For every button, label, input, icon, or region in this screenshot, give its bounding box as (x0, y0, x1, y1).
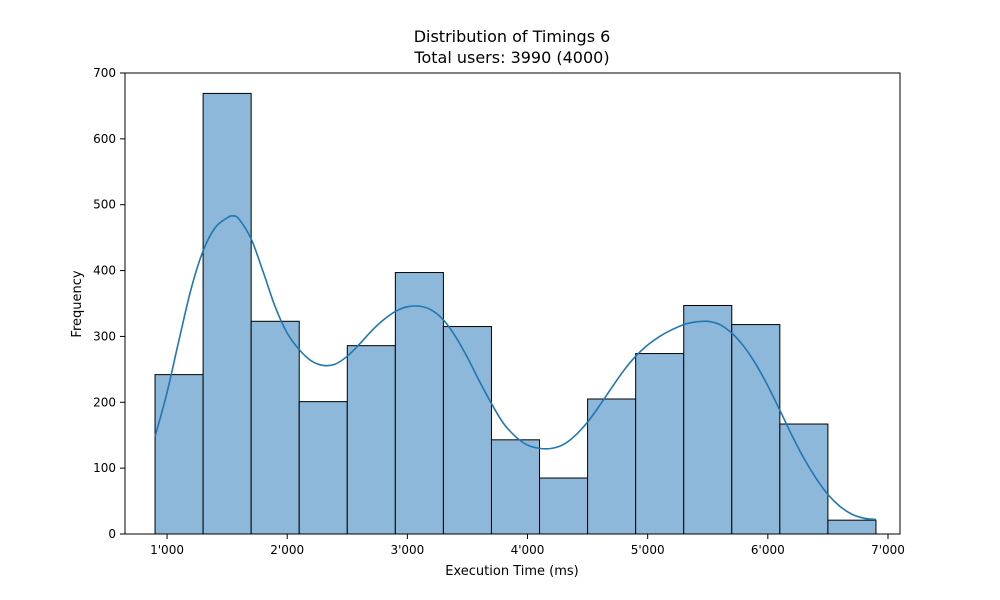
histogram-bar-9 (587, 398, 637, 535)
histogram-bar-2 (250, 320, 300, 535)
histogram-bar-7 (490, 439, 541, 535)
histogram-bar-8 (539, 477, 589, 535)
histogram-bar-10 (635, 353, 685, 535)
histogram-bar-4 (346, 345, 396, 535)
y-tick-label-6: 600 (93, 132, 116, 146)
histogram-bar-11 (683, 304, 733, 535)
y-tick-label-5: 500 (93, 198, 116, 212)
kde-line (154, 215, 877, 521)
x-tick-label-3: 4'000 (511, 543, 545, 557)
histogram-bars (154, 92, 877, 535)
y-axis-label: Frequency (70, 270, 85, 337)
histogram-bar-14 (827, 519, 877, 535)
chart-title: Distribution of Timings 6 (414, 27, 611, 46)
y-tick-label-2: 200 (93, 395, 116, 409)
y-tick-label-7: 700 (93, 66, 116, 80)
x-tick-label-6: 7'000 (871, 543, 905, 557)
y-tick-label-1: 100 (93, 461, 116, 475)
histogram-bar-0 (154, 374, 204, 535)
histogram-bar-5 (394, 272, 444, 535)
x-tick-label-1: 2'000 (270, 543, 304, 557)
x-tick-label-2: 3'000 (390, 543, 424, 557)
x-axis-ticks: 1'000 2'000 3'000 4'000 5'000 6'000 7'000 (150, 534, 905, 557)
histogram-bar-6 (442, 326, 492, 535)
x-axis-label: Execution Time (ms) (445, 564, 578, 579)
histogram-bar-13 (779, 423, 829, 535)
y-axis-ticks: 0 100 200 300 400 500 600 700 (93, 66, 125, 541)
chart-subtitle: Total users: 3990 (4000) (413, 48, 609, 67)
x-tick-label-4: 5'000 (631, 543, 665, 557)
x-tick-label-5: 6'000 (751, 543, 785, 557)
x-tick-label-0: 1'000 (150, 543, 184, 557)
y-tick-label-0: 0 (108, 527, 116, 541)
y-tick-label-3: 300 (93, 329, 116, 343)
histogram-bar-3 (298, 401, 348, 535)
histogram-bar-12 (731, 324, 781, 535)
histogram-bar-1 (202, 92, 252, 535)
y-tick-label-4: 400 (93, 264, 116, 278)
axes-frame (124, 72, 901, 535)
